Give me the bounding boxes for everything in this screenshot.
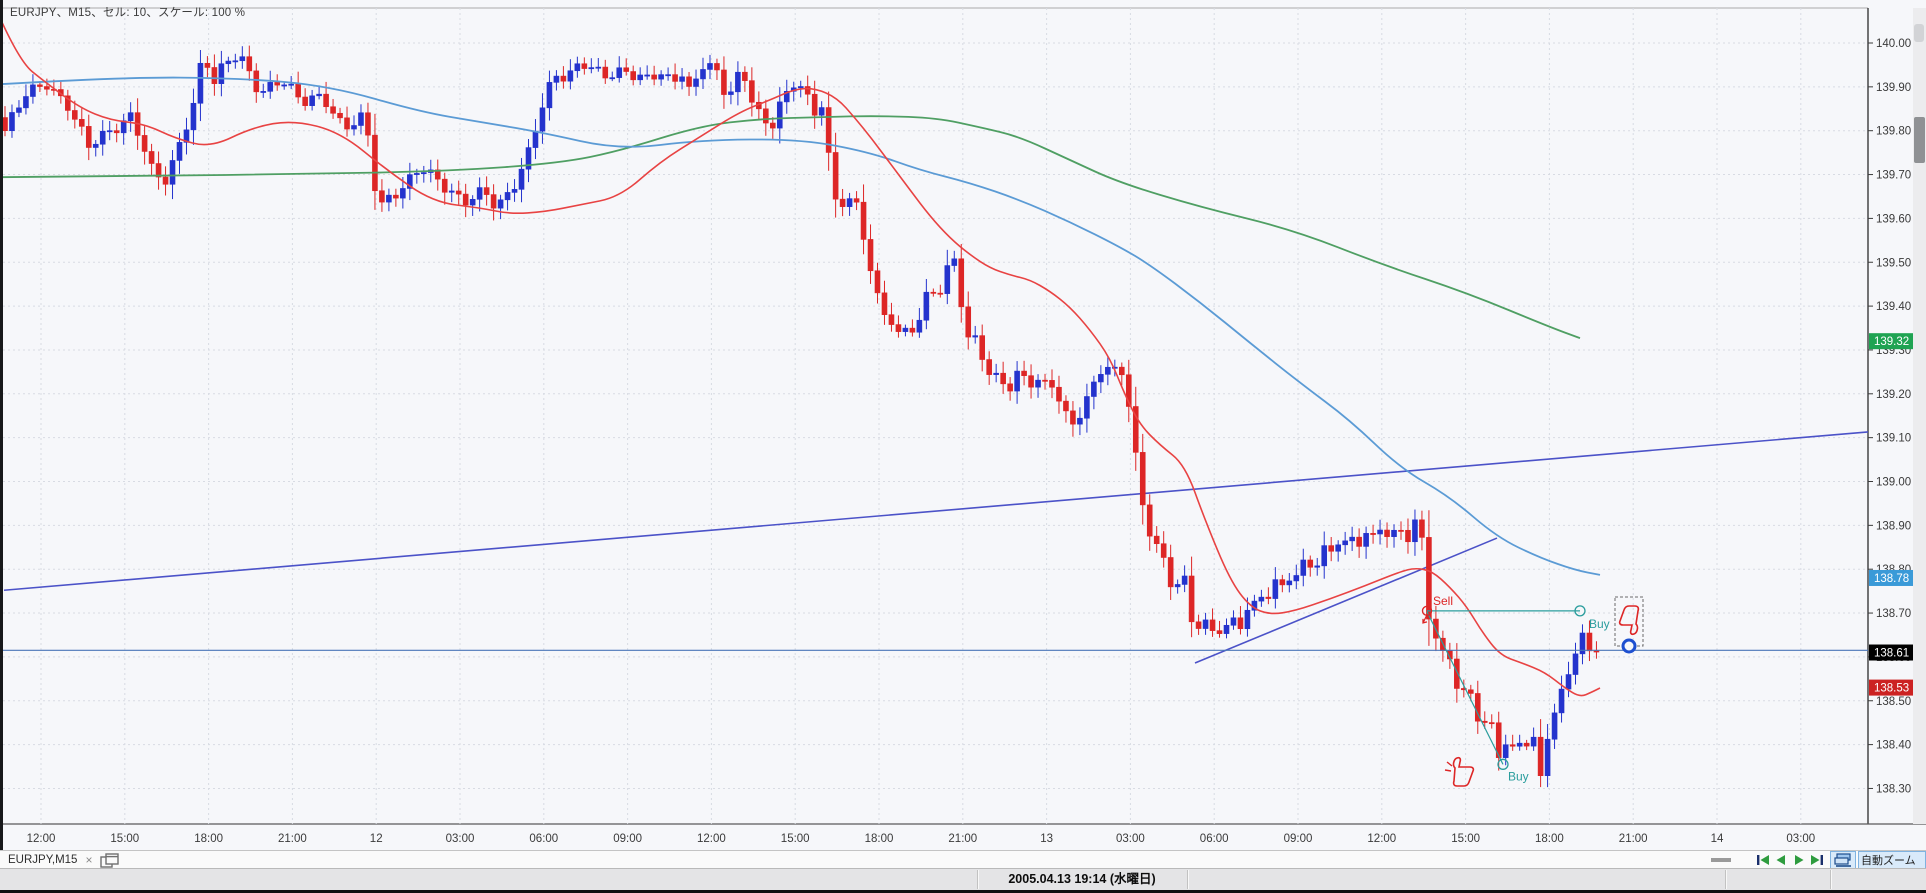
selection-box[interactable] [1614,596,1644,654]
time-tick-label: 06:00 [1200,833,1229,845]
new-chart-window-icon[interactable] [100,853,119,873]
ma-fast-red-line [0,17,1601,697]
time-tick-label: 12:00 [1367,833,1396,845]
price-tick-label: 139.50 [1876,257,1911,269]
tab-label: EURJPY,M15 [8,854,78,866]
price-tick-label: 139.80 [1876,126,1911,138]
price-tick-label: 139.10 [1876,433,1911,445]
time-tick-label: 14 [1711,833,1724,845]
buy-label: Buy [1589,617,1610,631]
stacked-windows-icon [1834,852,1851,867]
scroll-left-button[interactable] [1773,853,1788,867]
status-datetime: 2005.04.13 19:14 (水曜日) [1008,872,1156,886]
tab-close-icon[interactable]: × [85,853,93,867]
auto-zoom-label: 自動ズーム [1861,855,1916,867]
time-tick-label: 21:00 [278,833,307,845]
time-tick-label: 12:00 [697,833,726,845]
buy-label: Buy [1508,769,1529,783]
scrollbar-thumb [1914,117,1925,163]
price-tick-label: 139.90 [1876,82,1911,94]
time-tick-label: 18:00 [865,833,894,845]
chart-tab-bar: EURJPY,M15 × [0,850,1926,869]
time-tick-label: 15:00 [1451,833,1480,845]
time-tick-label: 06:00 [529,833,558,845]
trendlines[interactable] [3,431,1869,664]
time-tick-label: 03:00 [446,833,475,845]
price-tick-label: 138.50 [1876,696,1911,708]
price-badge [1869,644,1922,661]
time-tick-label: 12 [370,833,383,845]
time-tick-label: 21:00 [1619,833,1648,845]
status-bar: 2005.04.13 19:14 (水曜日) [0,868,1926,890]
chart-window[interactable]: Sell Buy Buy 140.00 139.90 139.80 139.70 139.60… [0,0,1926,850]
time-tick-label: 18:00 [194,833,223,845]
price-axis[interactable]: 140.00 139.90 139.80 139.70 139.60 139.50 139.… [1868,38,1922,795]
chart-title-overlay: EURJPY、M15、セル: 10、スケール: 100 % [10,7,246,19]
price-tick-label: 139.70 [1876,170,1911,182]
price-badge [1869,333,1922,350]
time-tick-label: 09:00 [613,833,642,845]
time-tick-label: 15:00 [110,833,139,845]
time-tick-label: 13 [1040,833,1053,845]
tile-windows-button[interactable] [1830,851,1856,869]
ma-slow-green-line [0,115,1581,339]
price-tick-label: 138.70 [1876,608,1911,620]
price-badge-value: 138.78 [1874,573,1909,585]
price-badge-value: 138.53 [1874,683,1909,695]
time-tick-label: 18:00 [1535,833,1564,845]
auto-zoom-button[interactable]: 自動ズーム [1858,851,1926,869]
time-axis[interactable]: 12:00 15:00 18:00 21:00 12 03:00 06:00 09:00 12:… [27,833,1816,845]
time-tick-label: 03:00 [1786,833,1815,845]
ma-mid-blue-line [0,76,1601,576]
price-tick-label: 138.90 [1876,520,1911,532]
time-tick-label: 12:00 [27,833,56,845]
time-tick-label: 09:00 [1284,833,1313,845]
window-left-border [0,0,3,868]
status-separator [1725,870,1727,889]
sell-label: Sell [1433,594,1453,608]
collapse-dash-button[interactable] [1711,858,1731,862]
tab-eurjpy-m15[interactable]: EURJPY,M15 × [8,852,92,868]
price-tick-label: 138.30 [1876,783,1911,795]
price-badge [1869,569,1922,586]
scroll-to-end-button[interactable] [1809,853,1824,867]
price-tick-label: 139.60 [1876,213,1911,225]
moving-averages [0,17,1601,697]
drag-handle-ring [1621,638,1637,654]
chart-scroll-buttons [1755,853,1824,867]
candles [2,45,1600,788]
overlapping-windows-icon [100,853,119,868]
chart-canvas[interactable]: Sell Buy Buy 140.00 139.90 139.80 139.70 139.60… [0,0,1926,850]
scroll-to-start-button[interactable] [1755,853,1770,867]
status-separator [977,870,979,889]
trade-history-markers[interactable]: Sell Buy Buy [1421,594,1610,783]
window-bottom-border [0,889,1926,893]
price-tick-label: 138.40 [1876,740,1911,752]
price-tick-label: 139.00 [1876,477,1911,489]
price-tick-label: 139.20 [1876,389,1911,401]
scroll-right-button[interactable] [1791,853,1806,867]
time-tick-label: 21:00 [948,833,977,845]
time-tick-label: 03:00 [1116,833,1145,845]
thumb-down-icon[interactable] [1618,605,1640,636]
price-badge [1869,679,1922,696]
price-badge-value: 138.61 [1874,648,1909,660]
price-badge-value: 139.32 [1874,336,1909,348]
vertical-scrollbar[interactable] [1913,8,1926,824]
time-tick-label: 15:00 [781,833,810,845]
status-separator [1830,870,1832,889]
price-tick-label: 139.40 [1876,301,1911,313]
status-separator [1187,870,1189,889]
price-tick-label: 140.00 [1876,38,1911,50]
thumb-up-icon[interactable] [1444,756,1475,787]
